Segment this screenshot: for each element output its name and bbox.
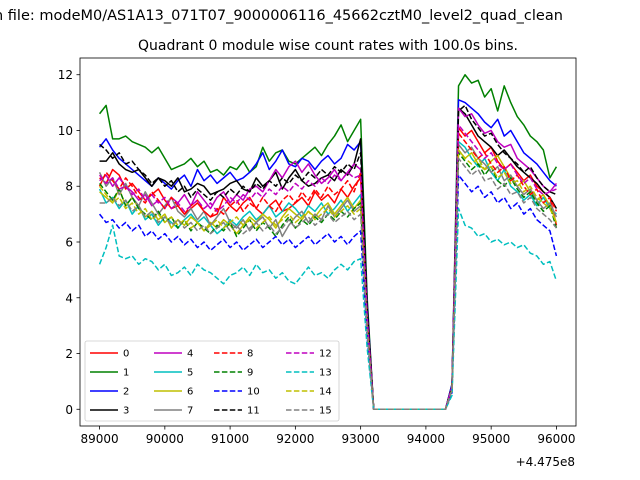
y-axis: 0 2 4 6 8 10 12 [58, 68, 80, 417]
series-line-15 [99, 157, 558, 411]
x-tick-label: 92000 [276, 432, 314, 446]
series-line-7 [98, 143, 558, 411]
x-tick-label: 91000 [211, 432, 249, 446]
legend-label-3: 3 [123, 406, 129, 417]
y-tick-label: 4 [65, 291, 73, 305]
legend-label-13: 13 [319, 368, 332, 379]
legend-label-4: 4 [187, 349, 193, 360]
series-line-11 [99, 104, 557, 411]
series-line-2 [98, 99, 557, 411]
legend-label-0: 0 [123, 349, 129, 360]
legend-label-6: 6 [187, 387, 193, 398]
legend-label-14: 14 [319, 387, 332, 398]
legend-label-9: 9 [247, 368, 253, 379]
legend-box [84, 340, 340, 422]
x-tick-label: 93000 [342, 432, 380, 446]
chart-title: Quadrant 0 module wise count rates with … [138, 38, 518, 54]
series-line-10 [98, 174, 558, 411]
legend-label-1: 1 [123, 368, 129, 379]
series-layer [98, 73, 558, 411]
x-axis: 89000 90000 91000 92000 93000 94000 95000 96000 [80, 426, 576, 446]
y-tick-label: 12 [58, 68, 73, 82]
series-line-1 [98, 73, 558, 411]
legend-label-12: 12 [319, 349, 332, 360]
y-tick-label: 0 [65, 403, 73, 417]
series-line-4 [99, 107, 558, 411]
legend-label-7: 7 [187, 406, 193, 417]
legend-label-10: 10 [247, 387, 260, 398]
x-tick-label: 89000 [80, 432, 118, 446]
series-line-12 [98, 124, 557, 411]
series-line-13 [98, 207, 558, 411]
x-tick-label: 90000 [146, 432, 184, 446]
y-tick-label: 10 [58, 124, 73, 138]
y-tick-label: 6 [65, 236, 73, 250]
x-tick-label: 96000 [537, 432, 575, 446]
legend-label-8: 8 [247, 349, 253, 360]
x-tick-label: 95000 [472, 432, 510, 446]
x-tick-label: 94000 [407, 432, 445, 446]
legend-label-15: 15 [319, 406, 332, 417]
y-tick-label: 8 [65, 180, 73, 194]
legend-label-11: 11 [247, 406, 260, 417]
y-tick-label: 2 [65, 347, 73, 361]
legend-label-5: 5 [187, 368, 193, 379]
x-offset-label: +4.475e8 [516, 455, 575, 469]
chart-suptitle: n file: modeM0/AS1A13_071T07_9000006116_… [0, 8, 563, 24]
series-line-8 [98, 132, 558, 411]
legend-label-2: 2 [123, 387, 129, 398]
